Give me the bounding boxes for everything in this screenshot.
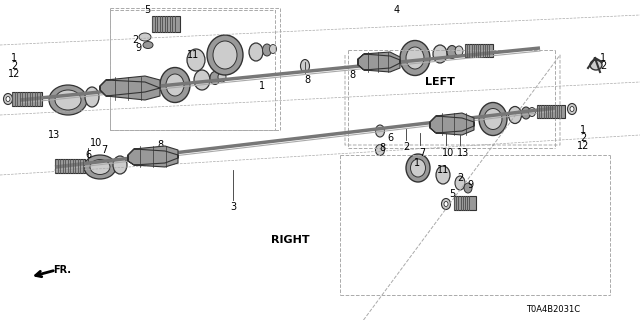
Ellipse shape bbox=[568, 103, 577, 115]
Text: 4: 4 bbox=[394, 5, 400, 15]
Ellipse shape bbox=[410, 159, 426, 177]
Text: 8: 8 bbox=[304, 75, 310, 85]
Text: 2: 2 bbox=[580, 133, 586, 143]
Ellipse shape bbox=[90, 159, 110, 174]
Ellipse shape bbox=[249, 43, 263, 61]
Text: 10: 10 bbox=[90, 138, 102, 148]
Ellipse shape bbox=[3, 93, 13, 105]
Text: 2: 2 bbox=[11, 61, 17, 71]
Ellipse shape bbox=[455, 46, 463, 56]
Text: T0A4B2031C: T0A4B2031C bbox=[526, 306, 580, 315]
Text: 8: 8 bbox=[379, 143, 385, 153]
Ellipse shape bbox=[213, 41, 237, 69]
Text: 5: 5 bbox=[144, 5, 150, 15]
Ellipse shape bbox=[143, 42, 153, 49]
Text: FR.: FR. bbox=[53, 265, 71, 275]
Ellipse shape bbox=[269, 44, 276, 53]
Text: 2: 2 bbox=[457, 173, 463, 183]
Polygon shape bbox=[358, 52, 400, 72]
Ellipse shape bbox=[55, 90, 81, 110]
Bar bbox=[12, 92, 42, 106]
Ellipse shape bbox=[447, 45, 457, 59]
Ellipse shape bbox=[218, 72, 226, 82]
Text: 9: 9 bbox=[467, 180, 473, 190]
Ellipse shape bbox=[570, 107, 574, 111]
Ellipse shape bbox=[84, 155, 116, 179]
Ellipse shape bbox=[139, 33, 151, 41]
Ellipse shape bbox=[376, 125, 385, 137]
Text: 10: 10 bbox=[442, 148, 454, 158]
Text: 1: 1 bbox=[580, 125, 586, 135]
Text: 1: 1 bbox=[414, 158, 420, 168]
Ellipse shape bbox=[455, 176, 465, 190]
Ellipse shape bbox=[6, 97, 10, 101]
Ellipse shape bbox=[442, 198, 451, 210]
Text: 12: 12 bbox=[8, 69, 20, 79]
Text: 12: 12 bbox=[577, 141, 589, 151]
Ellipse shape bbox=[464, 183, 472, 193]
Text: 11: 11 bbox=[187, 50, 199, 60]
Bar bbox=[537, 105, 565, 118]
Ellipse shape bbox=[160, 68, 190, 102]
Text: 5: 5 bbox=[449, 189, 455, 199]
Text: 2: 2 bbox=[403, 142, 409, 152]
Ellipse shape bbox=[484, 108, 502, 130]
Text: 2: 2 bbox=[149, 150, 155, 160]
Ellipse shape bbox=[301, 60, 310, 73]
Ellipse shape bbox=[406, 47, 424, 69]
Text: 13: 13 bbox=[48, 130, 60, 140]
Ellipse shape bbox=[85, 87, 99, 107]
Text: 6: 6 bbox=[85, 150, 91, 160]
Text: 9: 9 bbox=[135, 43, 141, 53]
Ellipse shape bbox=[433, 45, 447, 63]
Text: 1: 1 bbox=[259, 81, 265, 91]
Bar bbox=[454, 196, 476, 210]
Ellipse shape bbox=[529, 108, 536, 116]
Text: 1: 1 bbox=[600, 53, 606, 63]
Text: 8: 8 bbox=[349, 70, 355, 80]
Text: 6: 6 bbox=[387, 133, 393, 143]
Bar bbox=[55, 159, 85, 173]
Ellipse shape bbox=[187, 49, 205, 71]
Text: 7: 7 bbox=[101, 145, 107, 155]
Text: 1: 1 bbox=[11, 53, 17, 63]
Ellipse shape bbox=[376, 145, 385, 156]
Text: 3: 3 bbox=[230, 202, 236, 212]
Ellipse shape bbox=[436, 166, 450, 184]
Bar bbox=[465, 44, 493, 57]
Text: LEFT: LEFT bbox=[425, 77, 455, 87]
Ellipse shape bbox=[509, 107, 522, 124]
Bar bbox=[152, 16, 180, 32]
Text: 2: 2 bbox=[600, 61, 606, 71]
Text: 11: 11 bbox=[437, 165, 449, 175]
Text: 13: 13 bbox=[457, 148, 469, 158]
Text: 2: 2 bbox=[132, 35, 138, 45]
Ellipse shape bbox=[444, 202, 448, 206]
Polygon shape bbox=[430, 113, 474, 135]
Ellipse shape bbox=[400, 41, 430, 76]
Ellipse shape bbox=[262, 44, 271, 56]
Polygon shape bbox=[128, 146, 178, 167]
Ellipse shape bbox=[210, 71, 220, 84]
Ellipse shape bbox=[207, 35, 243, 75]
Ellipse shape bbox=[522, 107, 531, 119]
Ellipse shape bbox=[166, 74, 184, 96]
Text: 8: 8 bbox=[157, 140, 163, 150]
Ellipse shape bbox=[590, 60, 602, 70]
Ellipse shape bbox=[479, 102, 507, 135]
Ellipse shape bbox=[113, 156, 127, 174]
Ellipse shape bbox=[49, 85, 87, 115]
Ellipse shape bbox=[194, 70, 210, 90]
Polygon shape bbox=[100, 76, 160, 100]
Text: 7: 7 bbox=[419, 148, 425, 158]
Ellipse shape bbox=[406, 154, 430, 182]
Text: RIGHT: RIGHT bbox=[271, 235, 309, 245]
